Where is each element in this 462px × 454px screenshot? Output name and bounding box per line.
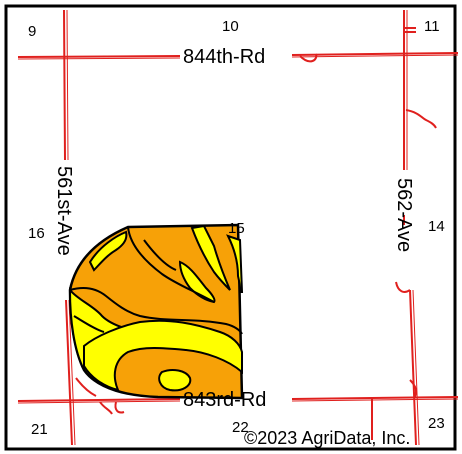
road-label-west: 561st-Ave xyxy=(53,166,75,256)
section-label: 15 xyxy=(228,220,245,237)
road-line-east xyxy=(403,10,417,446)
section-labels: 9 10 11 16 15 14 21 22 23 xyxy=(28,18,445,438)
section-label: 9 xyxy=(28,23,36,40)
road-mark-3 xyxy=(404,27,416,33)
section-label: 14 xyxy=(428,218,445,235)
section-label: 11 xyxy=(424,18,440,35)
road-line-north-2 xyxy=(17,54,459,60)
soil-unit-yellow-6 xyxy=(226,234,244,293)
soil-boundary-4 xyxy=(73,315,105,333)
road-label-north: 844th-Rd xyxy=(183,46,265,68)
road-label-south: 843rd-Rd xyxy=(183,389,266,411)
soil-unit-yellow-4 xyxy=(88,230,128,272)
soil-boundary-2 xyxy=(143,239,177,271)
road-mark-2 xyxy=(405,109,437,129)
road-line-west-2 xyxy=(66,9,76,446)
road-mark-7 xyxy=(75,377,97,397)
soil-unit-yellow-3 xyxy=(158,369,192,392)
section-label: 10 xyxy=(222,18,239,35)
road-mark-4 xyxy=(395,281,411,293)
road-mark-6 xyxy=(99,401,125,415)
section-label: 21 xyxy=(31,421,48,438)
soil-boundary-3 xyxy=(69,287,243,335)
soil-boundary-1 xyxy=(127,226,215,303)
road-line-west xyxy=(63,9,73,446)
copyright-text: ©2023 AgriData, Inc. xyxy=(244,428,410,448)
soil-boundaries xyxy=(69,226,243,335)
soil-unit-yellow-2 xyxy=(83,319,243,392)
road-line-south xyxy=(17,396,459,402)
road-label-east: 562-Ave xyxy=(393,178,415,252)
soil-unit-yellow-5 xyxy=(190,224,231,291)
road-mark-5 xyxy=(409,379,418,399)
road-mark-1 xyxy=(299,53,318,63)
road-line-east-2 xyxy=(406,10,420,446)
road-lines xyxy=(17,9,459,446)
section-label: 16 xyxy=(28,225,45,242)
section-label: 22 xyxy=(232,419,249,436)
section-label: 23 xyxy=(428,415,445,432)
road-line-north xyxy=(17,52,459,58)
road-line-south-2 xyxy=(17,398,459,404)
road-labels: 844th-Rd 843rd-Rd 561st-Ave 562-Ave xyxy=(53,46,415,411)
soil-field xyxy=(68,223,244,400)
